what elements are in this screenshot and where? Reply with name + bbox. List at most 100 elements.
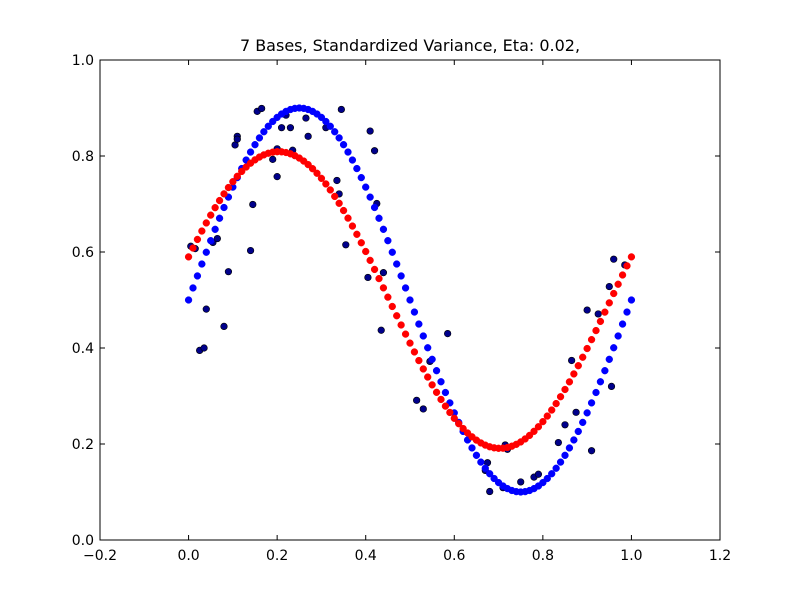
red-fit-line-point xyxy=(348,222,357,230)
blue-fit-line-point xyxy=(419,332,427,340)
red-fit-line-point xyxy=(362,247,370,256)
red-fit-line-point xyxy=(424,373,432,381)
red-fit-line-point xyxy=(415,356,423,365)
red-fit-line-point xyxy=(552,399,560,408)
blue-fit-line-point xyxy=(481,464,489,472)
x-tick-label: 0.8 xyxy=(532,548,554,564)
scatter-point xyxy=(572,408,580,416)
blue-fit-line-point xyxy=(357,173,365,182)
blue-fit-line-point xyxy=(198,260,206,268)
blue-fit-line-point xyxy=(388,248,396,256)
blue-fit-line-point xyxy=(623,308,631,316)
scatter-point xyxy=(517,478,525,486)
red-fit-line-point xyxy=(326,186,334,194)
y-tick-label: 0.0 xyxy=(72,533,94,549)
blue-fit-line-point xyxy=(618,320,627,328)
red-fit-line-point xyxy=(437,395,445,404)
red-fit-line-point xyxy=(592,326,600,335)
red-fit-line-point xyxy=(548,406,556,414)
scatter-point xyxy=(377,326,385,334)
red-fit-line-point xyxy=(393,312,401,320)
red-fit-line-point xyxy=(556,393,565,401)
blue-fit-line-point xyxy=(375,214,383,222)
red-fit-line-point xyxy=(596,317,605,326)
red-fit-line-point xyxy=(539,417,547,426)
red-fit-line-point xyxy=(401,330,410,338)
blue-fit-line-point xyxy=(393,260,401,268)
red-fit-line-point xyxy=(610,289,618,298)
scatter-point xyxy=(233,135,241,143)
blue-fit-line-point xyxy=(415,320,423,328)
blue-fit-line-point xyxy=(326,122,334,130)
blue-fit-line-point xyxy=(432,367,441,375)
blue-fit-line-point xyxy=(592,388,600,397)
red-fit-line-point xyxy=(605,299,613,307)
blue-fit-line-point xyxy=(579,418,587,427)
scatter-point xyxy=(277,124,286,132)
red-fit-line-point xyxy=(410,348,419,356)
scatter-point xyxy=(419,405,427,413)
series-layer xyxy=(184,104,636,496)
scatter-point xyxy=(337,105,345,114)
red-fit-line-point xyxy=(397,321,405,329)
x-tick-label: −0.2 xyxy=(83,548,117,564)
x-tick-label: 1.0 xyxy=(620,548,642,564)
red-fit-line-point xyxy=(459,424,467,433)
scatter-point xyxy=(333,176,341,185)
blue-fit-line-point xyxy=(264,122,272,130)
scatter-point xyxy=(213,234,221,243)
scatter-point xyxy=(370,147,379,155)
red-fit-line-point xyxy=(370,265,379,274)
red-fit-line-point xyxy=(574,362,582,370)
blue-fit-line-point xyxy=(552,464,560,472)
blue-fit-line-point xyxy=(486,470,494,478)
red-fit-line xyxy=(184,148,636,452)
scatter-point xyxy=(607,382,616,391)
scatter-point xyxy=(220,322,228,331)
red-fit-line-point xyxy=(322,180,330,188)
scatter-point xyxy=(561,421,569,429)
blue-fit-line-point xyxy=(215,214,224,222)
red-fit-line-point xyxy=(419,365,427,373)
scatter-point xyxy=(342,241,350,249)
red-fit-line-point xyxy=(388,302,396,311)
red-fit-line-point xyxy=(233,172,241,180)
red-fit-line-point xyxy=(224,183,233,192)
blue-fit-line-point xyxy=(610,344,618,352)
blue-fit-line-point xyxy=(627,296,636,304)
red-fit-line-point xyxy=(220,190,228,198)
red-fit-line-point xyxy=(335,199,343,207)
blue-fit-line-point xyxy=(335,134,343,142)
blue-fit-line-point xyxy=(362,183,370,191)
scatter-point xyxy=(379,269,388,277)
scatter-point xyxy=(534,470,543,478)
scatter-point xyxy=(286,124,295,132)
scatter-point xyxy=(444,330,452,338)
red-fit-line-point xyxy=(627,253,636,261)
scatter-point xyxy=(273,173,281,181)
red-fit-line-point xyxy=(543,412,551,420)
y-tick-label: 0.2 xyxy=(72,437,94,453)
red-fit-line-point xyxy=(207,211,215,219)
red-fit-line-point xyxy=(331,192,339,201)
plot-frame xyxy=(99,59,721,541)
blue-fit-line-point xyxy=(437,378,445,386)
blue-fit-line-point xyxy=(468,444,476,452)
blue-fit-line-point xyxy=(339,141,348,149)
blue-fit-line-point xyxy=(344,148,352,156)
red-fit-line-point xyxy=(583,344,591,353)
blue-fit-line-point xyxy=(556,458,565,466)
blue-fit-line-point xyxy=(384,237,392,245)
blue-fit-line-point xyxy=(583,409,591,417)
red-fit-line-point xyxy=(446,408,454,417)
scatter-point xyxy=(366,127,374,135)
red-fit-line-point xyxy=(198,227,206,235)
blue-fit-line-point xyxy=(220,203,228,212)
y-tick-label: 1.0 xyxy=(72,53,94,69)
blue-fit-line-point xyxy=(322,117,330,126)
red-fit-line-point xyxy=(406,339,414,347)
blue-fit-line-point xyxy=(406,296,414,304)
red-fit-line-point xyxy=(353,230,361,238)
red-fit-line-point xyxy=(313,169,321,177)
blue-fit-line-point xyxy=(570,436,578,444)
